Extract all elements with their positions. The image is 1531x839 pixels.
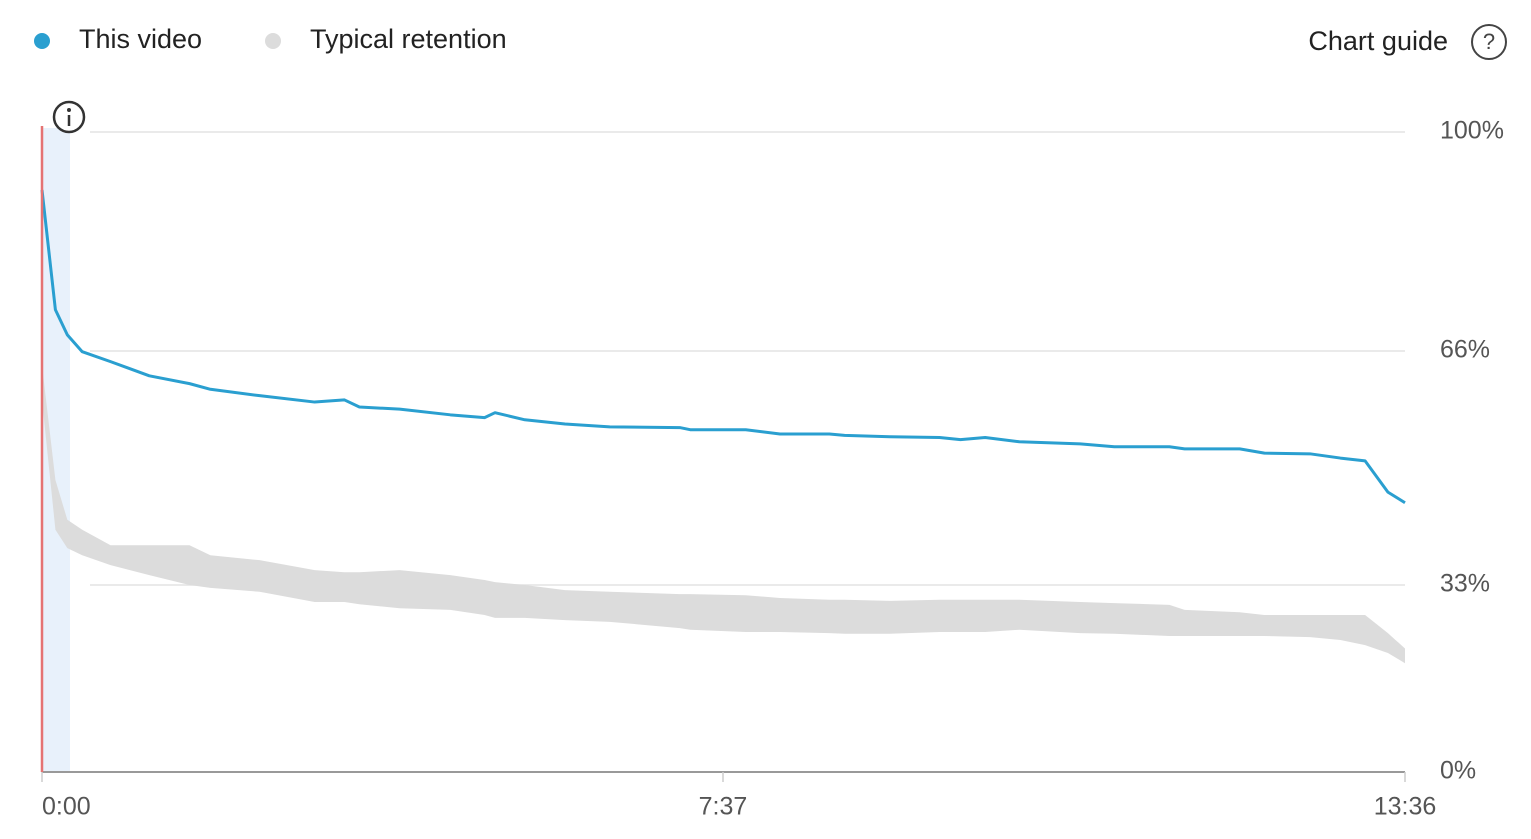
- svg-text:?: ?: [1483, 29, 1495, 54]
- legend-item[interactable]: Typical retention: [265, 24, 507, 54]
- legend-item[interactable]: This video: [34, 24, 202, 54]
- retention-line: [40, 189, 1406, 505]
- help-icon[interactable]: ?: [1471, 24, 1507, 60]
- typical-band: [42, 365, 1405, 664]
- y-tick-label: 100%: [1440, 117, 1504, 145]
- y-tick-label: 0%: [1440, 757, 1476, 785]
- x-tick-label: 0:00: [42, 793, 91, 821]
- legend-dot: [34, 33, 50, 49]
- legend-label: This video: [79, 24, 202, 54]
- y-tick-label: 66%: [1440, 336, 1490, 364]
- legend-dot: [265, 33, 281, 49]
- x-tick-label: 13:36: [1374, 793, 1437, 821]
- x-tick-label: 7:37: [699, 793, 748, 821]
- legend-label: Typical retention: [310, 24, 507, 54]
- chart-guide[interactable]: Chart guide: [1308, 26, 1448, 56]
- info-icon[interactable]: [52, 100, 86, 134]
- y-tick-label: 33%: [1440, 570, 1490, 598]
